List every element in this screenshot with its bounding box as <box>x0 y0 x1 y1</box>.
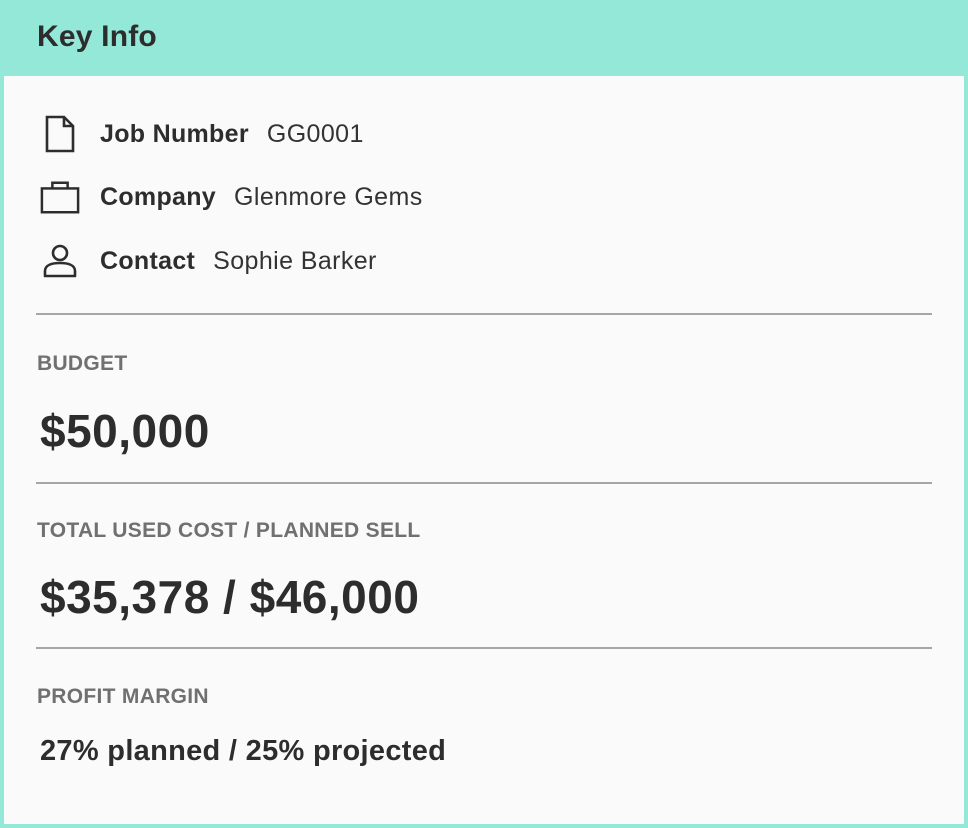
contact-label: Contact <box>100 246 196 275</box>
divider <box>36 313 932 315</box>
card-body: Job Number GG0001 Company Glenmore Gems … <box>4 76 964 824</box>
card-title: Key Info <box>37 20 157 53</box>
cost-value: $35,378 / $46,000 <box>40 571 420 623</box>
briefcase-icon <box>40 177 80 217</box>
budget-value: $50,000 <box>40 405 210 457</box>
divider <box>36 647 932 649</box>
company-row: Company Glenmore Gems <box>40 177 423 217</box>
profit-margin-value: 27% planned / 25% projected <box>40 735 447 767</box>
person-icon <box>40 241 80 281</box>
job-number-row: Job Number GG0001 <box>40 114 364 154</box>
company-label: Company <box>100 182 217 211</box>
cost-label: TOTAL USED COST / PLANNED SELL <box>37 519 421 542</box>
company-value: Glenmore Gems <box>234 182 423 211</box>
contact-value: Sophie Barker <box>213 246 377 275</box>
job-number-value: GG0001 <box>266 119 364 148</box>
card-header: Key Info <box>0 0 968 76</box>
profit-margin-label: PROFIT MARGIN <box>37 685 209 708</box>
job-number-label: Job Number <box>100 119 249 148</box>
budget-label: BUDGET <box>37 352 128 375</box>
divider <box>36 482 932 484</box>
contact-row: Contact Sophie Barker <box>40 241 377 281</box>
document-icon <box>40 114 80 154</box>
